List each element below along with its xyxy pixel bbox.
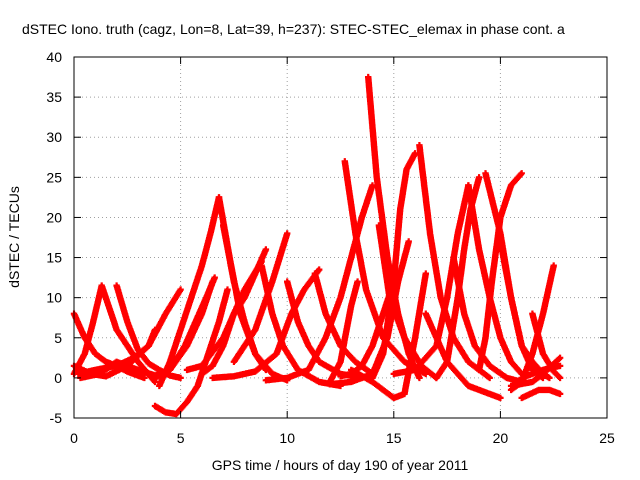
x-tick-label: 5	[177, 430, 185, 446]
series-14	[258, 262, 344, 390]
series-markers	[258, 262, 344, 390]
data-points	[70, 73, 564, 418]
x-tick-label: 20	[493, 430, 509, 446]
series-12	[220, 222, 270, 374]
y-tick-label: 0	[54, 370, 62, 386]
y-tick-label: 10	[46, 290, 62, 306]
y-tick-label: 35	[46, 89, 62, 105]
series-markers	[348, 270, 429, 402]
series-4	[113, 282, 184, 382]
y-tick-label: 15	[46, 250, 62, 266]
series-40	[518, 362, 564, 382]
series-39	[518, 386, 564, 402]
series-markers	[518, 386, 564, 402]
y-tick-label: 25	[46, 169, 62, 185]
series-markers	[75, 326, 159, 378]
series-15	[230, 230, 291, 365]
series-markers	[220, 222, 270, 374]
y-tick-label: -5	[50, 410, 63, 426]
series-markers	[113, 282, 184, 382]
series-markers	[369, 150, 419, 382]
series-8	[156, 194, 223, 390]
x-tick-label: 0	[70, 430, 78, 446]
y-axis-label: dSTEC / TECUs	[6, 186, 22, 288]
y-tick-label: 40	[46, 49, 62, 65]
axis-ticks: 0 5 10 15 20 25 -5 0 5 10 15 20 25 30 35 40	[46, 49, 615, 446]
x-tick-label: 15	[386, 430, 402, 446]
y-tick-label: 30	[46, 129, 62, 145]
plot-frame	[73, 56, 608, 419]
y-tick-label: 5	[54, 330, 62, 346]
series-5	[75, 326, 159, 378]
x-axis-label: GPS time / hours of day 190 of year 2011	[212, 457, 469, 473]
x-tick-label: 25	[599, 430, 615, 446]
x-tick-label: 10	[279, 430, 295, 446]
series-markers	[209, 266, 323, 382]
y-tick-label: 20	[46, 209, 62, 225]
series-markers	[156, 194, 223, 390]
chart-title: dSTEC Iono. truth (cagz, Lon=8, Lat=39, …	[22, 21, 565, 37]
series-markers	[518, 362, 564, 382]
series-26	[348, 270, 429, 402]
series-25	[369, 150, 419, 382]
series-13	[209, 266, 323, 382]
series-markers	[230, 230, 291, 365]
